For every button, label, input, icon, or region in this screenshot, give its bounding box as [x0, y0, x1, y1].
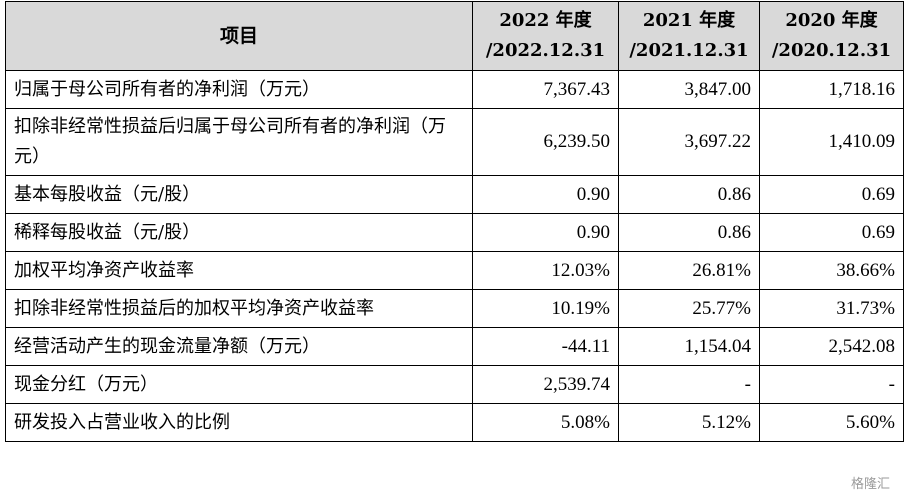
value-2021: 1,154.04 — [618, 327, 760, 366]
value-2021: 26.81% — [618, 251, 760, 290]
table-row: 研发投入占营业收入的比例 5.08% 5.12% 5.60% — [5, 403, 904, 442]
row-label: 加权平均净资产收益率 — [5, 251, 473, 290]
table-row: 现金分红（万元） 2,539.74 - - — [5, 365, 904, 404]
row-label: 扣除非经常性损益后的加权平均净资产收益率 — [5, 289, 473, 328]
header-year: 2020 年度 — [785, 10, 878, 31]
value-2020: 2,542.08 — [759, 327, 904, 366]
table-row: 归属于母公司所有者的净利润（万元） 7,367.43 3,847.00 1,71… — [5, 70, 904, 109]
table-row: 经营活动产生的现金流量净额（万元） -44.11 1,154.04 2,542.… — [5, 327, 904, 366]
value-2021: - — [618, 365, 760, 404]
value-2021: 0.86 — [618, 175, 760, 214]
row-label: 归属于母公司所有者的净利润（万元） — [5, 70, 473, 109]
value-2020: 1,718.16 — [759, 70, 904, 109]
watermark-logo: 格隆汇 — [850, 477, 890, 492]
value-2021: 0.86 — [618, 213, 760, 252]
value-2022: 6,239.50 — [472, 108, 619, 176]
financial-table: 项目 2022 年度 /2022.12.31 2021 年度 /2021.12.… — [5, 1, 904, 442]
table-row: 基本每股收益（元/股） 0.90 0.86 0.69 — [5, 175, 904, 214]
row-label: 研发投入占营业收入的比例 — [5, 403, 473, 442]
value-2022: 0.90 — [472, 213, 619, 252]
value-2022: 12.03% — [472, 251, 619, 290]
value-2022: -44.11 — [472, 327, 619, 366]
row-label: 经营活动产生的现金流量净额（万元） — [5, 327, 473, 366]
value-2021: 5.12% — [618, 403, 760, 442]
row-label: 扣除非经常性损益后归属于母公司所有者的净利润（万元） — [5, 108, 473, 176]
header-date: /2020.12.31 — [771, 40, 892, 61]
header-date: /2021.12.31 — [629, 40, 749, 61]
table-row: 扣除非经常性损益后归属于母公司所有者的净利润（万元） 6,239.50 3,69… — [5, 108, 904, 176]
header-2020: 2020 年度 /2020.12.31 — [759, 1, 904, 71]
value-2020: 0.69 — [759, 213, 904, 252]
row-label: 基本每股收益（元/股） — [5, 175, 473, 214]
table-row: 加权平均净资产收益率 12.03% 26.81% 38.66% — [5, 251, 904, 290]
value-2020: 5.60% — [759, 403, 904, 442]
value-2021: 3,697.22 — [618, 108, 760, 176]
value-2022: 7,367.43 — [472, 70, 619, 109]
header-2022: 2022 年度 /2022.12.31 — [472, 1, 619, 71]
value-2022: 10.19% — [472, 289, 619, 328]
row-label: 稀释每股收益（元/股） — [5, 213, 473, 252]
header-2021: 2021 年度 /2021.12.31 — [618, 1, 760, 71]
header-year: 2022 年度 — [499, 10, 592, 31]
value-2021: 3,847.00 — [618, 70, 760, 109]
header-date: /2022.12.31 — [485, 40, 606, 61]
header-row: 项目 2022 年度 /2022.12.31 2021 年度 /2021.12.… — [5, 1, 904, 71]
row-label: 现金分红（万元） — [5, 365, 473, 404]
table-row: 扣除非经常性损益后的加权平均净资产收益率 10.19% 25.77% 31.73… — [5, 289, 904, 328]
header-item: 项目 — [5, 1, 473, 71]
value-2022: 5.08% — [472, 403, 619, 442]
value-2020: 38.66% — [759, 251, 904, 290]
value-2020: 0.69 — [759, 175, 904, 214]
value-2020: - — [759, 365, 904, 404]
value-2022: 0.90 — [472, 175, 619, 214]
table-row: 稀释每股收益（元/股） 0.90 0.86 0.69 — [5, 213, 904, 252]
value-2020: 1,410.09 — [759, 108, 904, 176]
value-2022: 2,539.74 — [472, 365, 619, 404]
value-2020: 31.73% — [759, 289, 904, 328]
value-2021: 25.77% — [618, 289, 760, 328]
header-year: 2021 年度 — [642, 10, 736, 31]
